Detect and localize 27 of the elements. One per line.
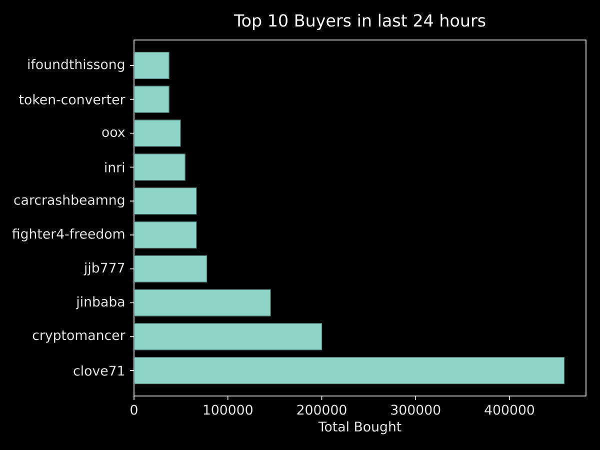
bar bbox=[134, 120, 181, 147]
y-tick-label: carcrashbeamng bbox=[14, 194, 124, 208]
bar bbox=[134, 154, 186, 181]
y-tick-label: ifoundthissong bbox=[28, 58, 124, 72]
y-tick-label: token-converter bbox=[19, 94, 126, 104]
bar bbox=[134, 255, 208, 282]
y-tick-label: oox bbox=[102, 129, 125, 138]
bar bbox=[134, 86, 170, 113]
x-tick-label: 400000 bbox=[484, 404, 534, 415]
x-tick-label: 0 bbox=[130, 404, 138, 415]
bar bbox=[134, 357, 565, 384]
bar bbox=[134, 221, 197, 249]
y-tick-label: clove71 bbox=[74, 365, 124, 376]
y-tick-label: jjb777 bbox=[84, 262, 124, 276]
bar bbox=[134, 187, 197, 215]
bar bbox=[134, 52, 170, 79]
bar bbox=[134, 323, 322, 350]
x-tick-label: 100000 bbox=[204, 404, 252, 415]
y-tick-label: fighter4-freedom bbox=[12, 228, 124, 242]
y-tick-label: cryptomancer bbox=[32, 330, 126, 343]
y-tick-label: inri bbox=[105, 162, 124, 172]
x-tick-label: 300000 bbox=[391, 404, 440, 415]
x-axis-title: Total Bought bbox=[318, 421, 402, 434]
chart-title: Top 10 Buyers in last 24 hours bbox=[234, 14, 486, 30]
x-tick-label: 200000 bbox=[297, 404, 346, 415]
bar bbox=[134, 289, 271, 316]
y-tick-label: jinbaba bbox=[76, 296, 124, 310]
